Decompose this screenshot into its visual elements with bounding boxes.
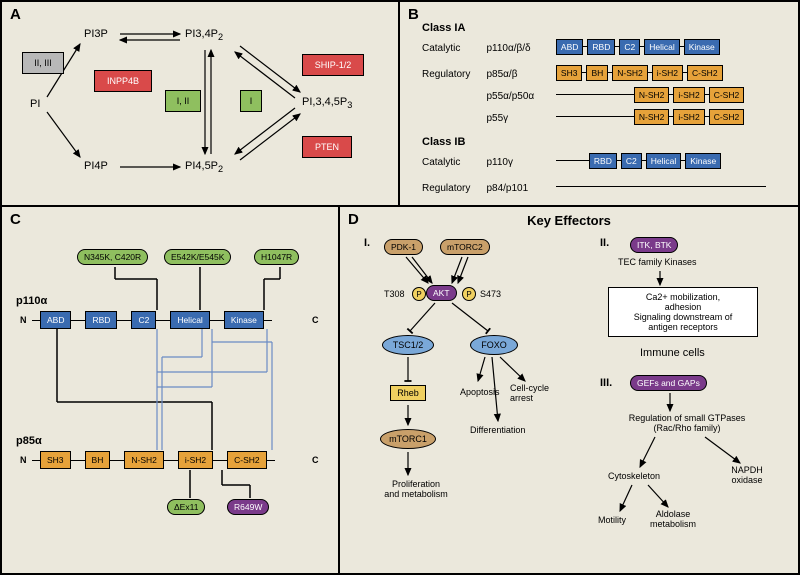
abd-domain: ABD <box>556 39 583 55</box>
n-label-1: N <box>20 315 27 325</box>
nsh2-domain-3: N-SH2 <box>634 109 670 125</box>
rbd-domain: RBD <box>587 39 615 55</box>
catalytic-label-2: Catalytic <box>422 157 482 168</box>
c-abd: ABD <box>40 311 71 329</box>
sec2-arrow <box>600 257 800 317</box>
n-label-2: N <box>20 455 27 465</box>
p55g-label: p55γ <box>486 113 551 124</box>
pi-label: PI <box>30 98 40 110</box>
bh-domain: BH <box>586 65 608 81</box>
p85-domains: SH3 BH N-SH2 i-SH2 C-SH2 <box>32 451 275 469</box>
csh2-domain-3: C-SH2 <box>709 109 745 125</box>
sec3-arrows <box>590 375 800 575</box>
p110g-label: p110γ <box>486 157 551 168</box>
c-helical: Helical <box>170 311 210 329</box>
class1a-header: Class IA <box>422 22 766 34</box>
c-nsh2: N-SH2 <box>124 451 164 469</box>
regulatory-label-2: Regulatory <box>422 183 482 194</box>
c-kinase: Kinase <box>224 311 264 329</box>
p110a-label: p110α <box>16 295 47 307</box>
mut-h1047r: H1047R <box>254 249 299 265</box>
c2-domain: C2 <box>619 39 640 55</box>
regulatory-label: Regulatory <box>422 69 482 80</box>
p85a-label: p85α <box>16 435 42 447</box>
immune-text: Immune cells <box>640 347 705 359</box>
mut-e542k: E542K/E545K <box>164 249 231 265</box>
csh2-domain-2: C-SH2 <box>709 87 745 103</box>
panel-d: D Key Effectors I. PDK-1 mTORC2 P AKT P … <box>339 206 799 574</box>
mut-n345k: N345K, C420R <box>77 249 148 265</box>
nsh2-domain: N-SH2 <box>612 65 648 81</box>
c-sh3: SH3 <box>40 451 71 469</box>
sec1-arrows <box>340 227 600 557</box>
class12-box: I, II <box>165 90 201 112</box>
helical-domain-2: Helical <box>646 153 682 169</box>
pi345p3-label: PI,3,4,5P3 <box>302 96 352 110</box>
panel-a: A PI PI3P PI4P PI3,4P2 <box>1 1 399 206</box>
mut-dex11: ΔEx11 <box>167 499 205 515</box>
c-rbd: RBD <box>85 311 117 329</box>
class1b-header: Class IB <box>422 136 766 148</box>
class1-box: I <box>240 90 262 112</box>
c-csh2: C-SH2 <box>227 451 267 469</box>
helical-domain: Helical <box>644 39 680 55</box>
pten-box: PTEN <box>302 136 352 158</box>
p110abd-label: p110α/β/δ <box>486 43 551 54</box>
key-effectors-title: Key Effectors <box>340 213 798 228</box>
c-label-1: C <box>312 315 319 325</box>
figure: A PI PI3P PI4P PI3,4P2 <box>0 0 800 575</box>
pi3p-label: PI3P <box>84 28 108 40</box>
sh3-domain: SH3 <box>556 65 583 81</box>
kinase-domain: Kinase <box>684 39 720 55</box>
csh2-domain: C-SH2 <box>687 65 723 81</box>
ish2-domain: i-SH2 <box>652 65 683 81</box>
c-label-2: C <box>312 455 319 465</box>
nsh2-domain-2: N-SH2 <box>634 87 670 103</box>
pi45p2-label: PI4,5P2 <box>185 160 223 174</box>
p85ab-label: p85α/β <box>486 69 551 80</box>
mut-r649w: R649W <box>227 499 269 515</box>
p84p101-label: p84/p101 <box>486 183 551 194</box>
pi4p-label: PI4P <box>84 160 108 172</box>
p110-domains: ABD RBD C2 Helical Kinase <box>32 311 272 329</box>
rbd-domain-2: RBD <box>589 153 617 169</box>
inpp4b-box: INPP4B <box>94 70 152 92</box>
sec2-label: II. <box>600 237 609 249</box>
ship-box: SHIP-1/2 <box>302 54 364 76</box>
pi34p2-label: PI3,4P2 <box>185 28 223 42</box>
c-ish2: i-SH2 <box>178 451 213 469</box>
panel-b-label: B <box>408 6 419 23</box>
panel-b-content: Class IA Catalytic p110α/β/δ ABDRBDC2Hel… <box>422 22 766 200</box>
class23-box: II, III <box>22 52 64 74</box>
kinase-domain-2: Kinase <box>685 153 721 169</box>
c-c2: C2 <box>131 311 156 329</box>
panel-c-label: C <box>10 211 21 228</box>
itk-pill: ITK, BTK <box>630 237 678 253</box>
ish2-domain-2: i-SH2 <box>673 87 704 103</box>
panel-b: B Class IA Catalytic p110α/β/δ ABDRBDC2H… <box>399 1 799 206</box>
p55a50a-label: p55α/p50α <box>486 91 551 102</box>
c-bh: BH <box>85 451 111 469</box>
ish2-domain-3: i-SH2 <box>673 109 704 125</box>
c2-domain-2: C2 <box>621 153 642 169</box>
catalytic-label: Catalytic <box>422 43 482 54</box>
panel-c: C N345K, C420R E542K/E545K H1047R p110α … <box>1 206 339 574</box>
